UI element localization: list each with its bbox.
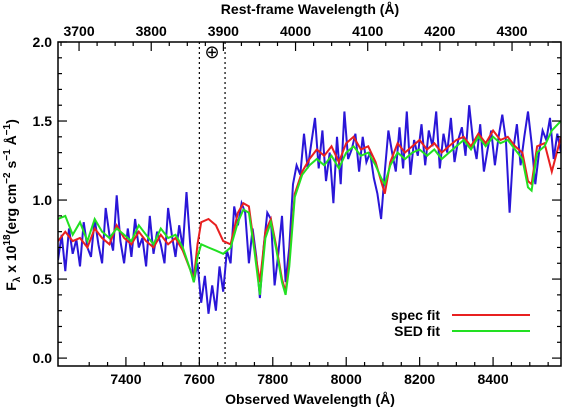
x-tick-label: 8400 — [477, 371, 508, 387]
axis-ticks — [58, 41, 561, 366]
observed-spectrum-line — [58, 105, 561, 314]
axis-tick-labels: 7400 7600 7800 8000 8200 8400 0.0 0.5 1.0 1.5 2.0 3… — [33, 23, 528, 387]
legend-label-spec-fit: spec fit — [391, 307, 440, 323]
top-tick-label: 4200 — [424, 23, 455, 39]
legend: spec fit SED fit — [391, 307, 530, 339]
plot-frame — [57, 41, 562, 367]
y-axis-label: Fλ x 1018(erg cm−2 s−1 Å−1) — [2, 119, 23, 291]
x-tick-label: 7600 — [184, 371, 215, 387]
top-tick-label: 3700 — [63, 23, 94, 39]
top-axis-label: Rest-frame Wavelength (Å) — [221, 1, 399, 17]
top-tick-label: 3900 — [208, 23, 239, 39]
y-tick-label: 0.0 — [33, 350, 53, 366]
top-tick-label: 4000 — [280, 23, 311, 39]
top-tick-label: 4100 — [352, 23, 383, 39]
x-tick-label: 7400 — [110, 371, 141, 387]
telluric-band — [198, 42, 226, 366]
y-tick-label: 1.5 — [33, 113, 53, 129]
sed-fit-line — [58, 120, 561, 296]
top-tick-label: 3800 — [136, 23, 167, 39]
legend-label-sed-fit: SED fit — [394, 323, 440, 339]
x-tick-label: 8000 — [331, 371, 362, 387]
telluric-symbol: ⊕ — [204, 42, 219, 62]
top-tick-label: 4300 — [496, 23, 527, 39]
x-tick-label: 7800 — [257, 371, 288, 387]
x-tick-label: 8200 — [404, 371, 435, 387]
x-axis-label: Observed Wavelength (Å) — [225, 391, 395, 407]
y-tick-label: 1.0 — [33, 192, 53, 208]
y-tick-label: 0.5 — [33, 271, 53, 287]
spec-fit-line — [58, 128, 561, 292]
y-tick-label: 2.0 — [33, 34, 53, 50]
series-group — [58, 105, 561, 314]
